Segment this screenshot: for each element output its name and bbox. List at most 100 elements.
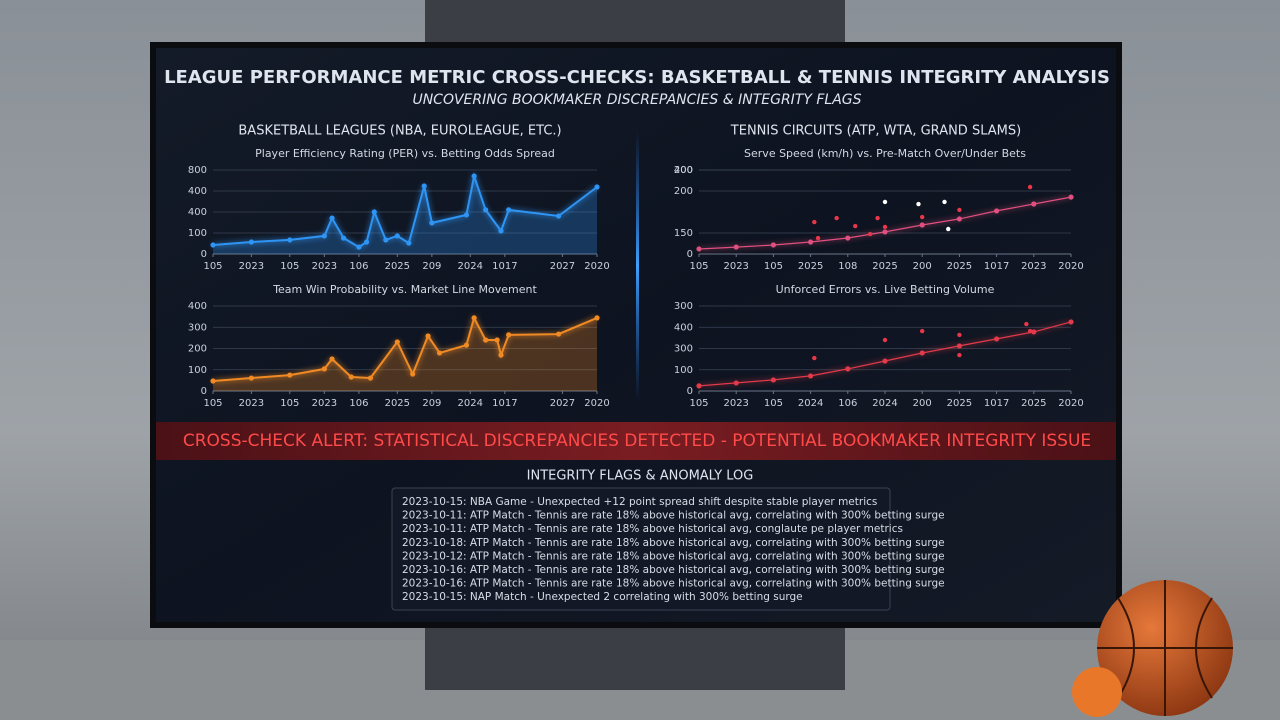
point xyxy=(808,239,814,245)
point xyxy=(394,233,400,239)
divider xyxy=(636,130,639,402)
point xyxy=(956,343,963,349)
x-tick-label: 2023 xyxy=(312,261,337,272)
x-tick-label: 105 xyxy=(764,398,783,409)
y-tick-label: 800 xyxy=(188,165,207,176)
point xyxy=(1024,321,1029,327)
point xyxy=(1068,194,1074,200)
point xyxy=(498,228,504,234)
x-tick-label: 1017 xyxy=(984,261,1009,272)
point xyxy=(421,183,427,189)
x-tick-label: 1017 xyxy=(984,398,1009,409)
point xyxy=(853,223,858,229)
log-entry: 2023-10-11: ATP Match - Tennis are rate … xyxy=(402,510,945,522)
point xyxy=(867,231,873,237)
point xyxy=(321,233,327,239)
point xyxy=(506,332,512,338)
point xyxy=(882,224,888,230)
point xyxy=(882,358,888,364)
chart-title: Team Win Probability vs. Market Line Mov… xyxy=(272,283,537,296)
x-tick-label: 1017 xyxy=(492,261,517,272)
x-tick-label: 209 xyxy=(422,398,441,409)
point xyxy=(920,328,925,334)
point xyxy=(429,220,435,226)
y-tick-label: 0 xyxy=(201,249,207,260)
point xyxy=(733,380,739,386)
point xyxy=(371,209,377,215)
point xyxy=(882,229,888,235)
x-tick-label: 2023 xyxy=(723,398,748,409)
point xyxy=(463,342,470,348)
point xyxy=(248,239,254,245)
log-entry: 2023-10-12: ATP Match - Tennis are rate … xyxy=(402,550,945,562)
x-tick-label: 2025 xyxy=(872,261,897,272)
y-tick-label: 0 xyxy=(201,386,207,397)
point xyxy=(994,336,1000,342)
point xyxy=(946,226,951,232)
y-tick-label: 0 xyxy=(687,386,693,397)
x-tick-label: 2023 xyxy=(312,398,337,409)
point xyxy=(556,213,562,219)
x-tick-label: 2025 xyxy=(947,398,972,409)
x-tick-label: 200 xyxy=(913,261,932,272)
point xyxy=(957,207,962,213)
point xyxy=(463,212,470,218)
point xyxy=(919,222,925,228)
x-tick-label: 105 xyxy=(280,398,299,409)
point xyxy=(506,207,512,213)
point xyxy=(210,242,216,248)
x-tick-label: 108 xyxy=(838,261,857,272)
x-tick-label: 2024 xyxy=(798,398,823,409)
x-tick-label: 2023 xyxy=(1021,261,1046,272)
log-entry: 2023-10-15: NBA Game - Unexpected +12 po… xyxy=(402,496,877,508)
y-tick-label: 100 xyxy=(674,365,693,376)
x-tick-label: 106 xyxy=(838,398,857,409)
point xyxy=(348,374,354,380)
log-entry: 2023-10-16: ATP Match - Tennis are rate … xyxy=(402,564,945,576)
point xyxy=(957,332,962,338)
point xyxy=(1068,319,1074,325)
point xyxy=(394,339,400,345)
point xyxy=(815,235,821,241)
point xyxy=(340,235,347,241)
point xyxy=(329,215,335,221)
log-box xyxy=(391,487,891,611)
point xyxy=(483,337,489,343)
point xyxy=(808,373,814,379)
y-tick-label: 300 xyxy=(674,344,693,355)
point xyxy=(329,356,335,362)
x-tick-label: 2024 xyxy=(458,261,483,272)
point xyxy=(1027,184,1033,190)
x-tick-label: 105 xyxy=(689,398,708,409)
point xyxy=(483,207,489,213)
log-heading: INTEGRITY FLAGS & ANOMALY LOG xyxy=(527,469,754,484)
point xyxy=(356,244,362,250)
log-entry: 2023-10-11: ATP Match - Tennis are rate … xyxy=(402,523,903,535)
x-tick-label: 2020 xyxy=(584,261,609,272)
point xyxy=(425,333,431,339)
point xyxy=(594,315,600,321)
x-tick-label: 2024 xyxy=(458,398,483,409)
section-heading: TENNIS CIRCUITS (ATP, WTA, GRAND SLAMS) xyxy=(730,124,1021,139)
x-tick-label: 2027 xyxy=(550,398,575,409)
point xyxy=(594,184,600,190)
basketball-seams xyxy=(1097,580,1233,716)
x-tick-label: 2020 xyxy=(1058,261,1083,272)
point xyxy=(834,215,839,221)
point xyxy=(556,331,562,337)
x-tick-label: 105 xyxy=(203,398,222,409)
point xyxy=(1031,201,1037,207)
y-tick-label: 400 xyxy=(188,207,207,218)
point xyxy=(882,337,888,343)
x-tick-label: 2023 xyxy=(239,261,264,272)
x-tick-label: 105 xyxy=(764,261,783,272)
point xyxy=(406,240,412,246)
x-tick-label: 2023 xyxy=(723,261,748,272)
y-tick-label: 400 xyxy=(674,322,693,333)
y-tick-label: 100 xyxy=(188,365,207,376)
x-tick-label: 2025 xyxy=(947,261,972,272)
point xyxy=(321,366,327,372)
point xyxy=(364,239,370,245)
x-tick-label: 2020 xyxy=(1058,398,1083,409)
